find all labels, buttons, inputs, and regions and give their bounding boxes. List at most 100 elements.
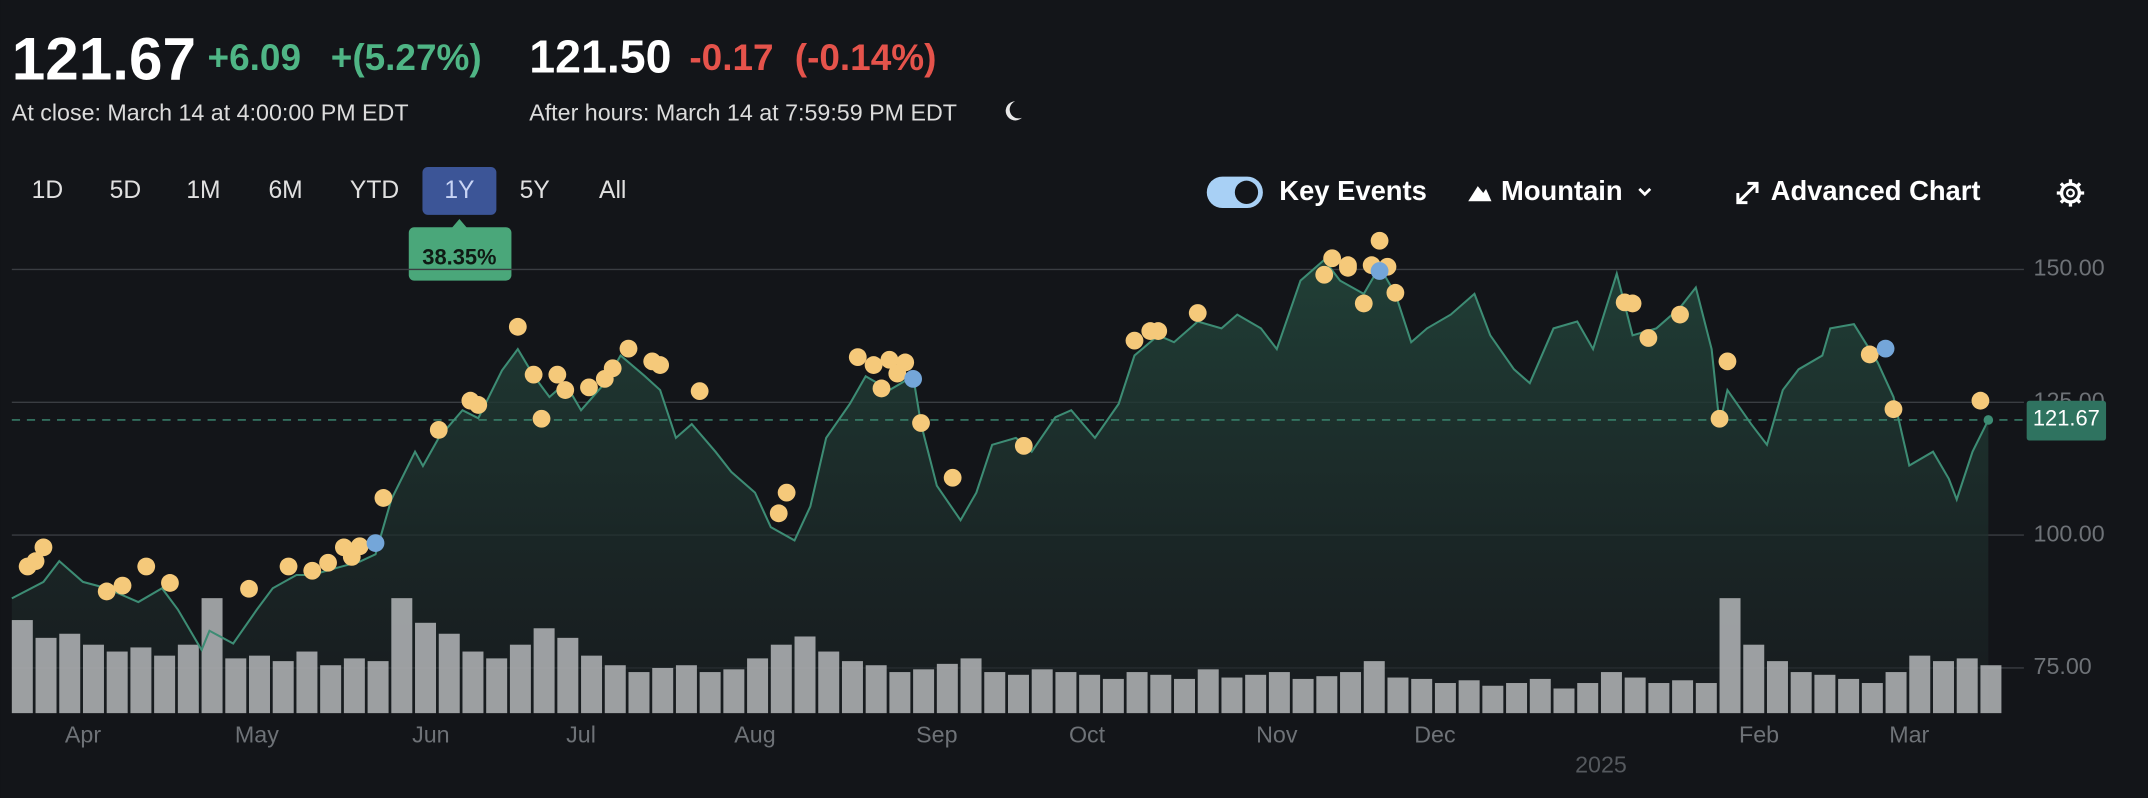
key-event[interactable]	[1623, 294, 1642, 313]
key-event[interactable]	[556, 381, 575, 399]
key-event[interactable]	[1315, 265, 1334, 284]
key-event[interactable]	[1639, 329, 1658, 347]
volume-bar	[675, 665, 697, 714]
key-event[interactable]	[1339, 256, 1357, 275]
key-event[interactable]	[303, 561, 322, 580]
expand-icon	[1736, 181, 1759, 205]
volume-bar	[1790, 672, 1812, 714]
key-event[interactable]	[366, 534, 385, 552]
volume-bar	[1197, 669, 1219, 714]
key-event[interactable]	[690, 382, 709, 401]
volume-bar	[557, 637, 579, 714]
key-event[interactable]	[872, 379, 891, 398]
key-event[interactable]	[548, 365, 567, 384]
volume-bar	[462, 651, 484, 714]
range-buttons: 1D 5D 1M 6M YTD 38.35% 1Y 5Y All	[32, 166, 626, 281]
key-event[interactable]	[161, 574, 179, 592]
volume-bar	[581, 655, 603, 714]
key-event[interactable]	[580, 378, 598, 397]
settings[interactable]	[2056, 179, 2085, 207]
key-event[interactable]	[896, 353, 915, 372]
volume-bar	[391, 598, 413, 714]
volume-bar	[1387, 677, 1409, 714]
key-event[interactable]	[279, 557, 298, 576]
key-event[interactable]	[1149, 322, 1168, 340]
key-event[interactable]	[943, 468, 962, 487]
key-event[interactable]	[97, 582, 116, 601]
key-event[interactable]	[1876, 339, 1895, 358]
key-event[interactable]	[864, 356, 883, 374]
key-event[interactable]	[532, 409, 551, 428]
key-event[interactable]	[1370, 231, 1389, 250]
key-event[interactable]	[769, 504, 788, 523]
key-event[interactable]	[1323, 249, 1342, 268]
volume-bar	[1529, 678, 1551, 714]
key-event[interactable]	[1125, 331, 1144, 350]
key-event[interactable]	[374, 489, 393, 507]
volume-bar	[1411, 678, 1433, 714]
range-button[interactable]: YTD	[350, 177, 399, 204]
key-event[interactable]	[777, 483, 796, 502]
y-tick-label: 75.00	[2034, 653, 2092, 679]
volume-bar	[509, 644, 531, 714]
key-event[interactable]	[1014, 436, 1033, 455]
key-event[interactable]	[429, 421, 448, 439]
volume-bar	[59, 633, 81, 714]
key-event[interactable]	[1370, 262, 1389, 280]
key-event[interactable]	[508, 317, 527, 336]
volume-bar	[936, 663, 958, 714]
volume-bar	[367, 661, 389, 714]
key-event[interactable]	[1860, 345, 1879, 364]
key-event[interactable]	[26, 552, 45, 571]
key-event[interactable]	[651, 356, 670, 374]
volume-bar	[1672, 680, 1694, 714]
key-event[interactable]	[619, 339, 638, 358]
key-event[interactable]	[524, 365, 543, 384]
last-price-label: 121.67	[2033, 406, 2100, 431]
key-event[interactable]	[1884, 400, 1903, 419]
range-button[interactable]: All	[599, 177, 626, 204]
key-event[interactable]	[240, 579, 258, 598]
key-event[interactable]	[469, 396, 488, 414]
key-event[interactable]	[848, 348, 867, 366]
key-event[interactable]	[319, 553, 337, 572]
key-event[interactable]	[1710, 409, 1729, 428]
key-event[interactable]	[603, 359, 622, 378]
x-tick-label: Mar	[1889, 722, 1929, 748]
key-event[interactable]	[880, 350, 899, 369]
volume-bar	[1648, 683, 1670, 714]
volume-bar	[1174, 678, 1196, 714]
range-button[interactable]: 6M	[268, 177, 302, 204]
key-event[interactable]	[1971, 391, 1990, 410]
tooltip-arrow	[451, 219, 468, 229]
key-event[interactable]	[350, 537, 369, 556]
volume-bar	[818, 651, 840, 714]
key-event[interactable]	[34, 538, 53, 557]
range-button[interactable]: 5D	[110, 177, 141, 204]
range-button[interactable]: 1Y	[444, 177, 474, 204]
range-button[interactable]: 5Y	[520, 177, 550, 204]
key-event[interactable]	[1386, 283, 1405, 302]
volume-bar	[35, 637, 57, 714]
key-event[interactable]	[1718, 352, 1737, 371]
key-event[interactable]	[1188, 304, 1207, 322]
range-button[interactable]: 1M	[186, 177, 220, 204]
key-event[interactable]	[1354, 294, 1373, 313]
key-event[interactable]	[1671, 305, 1689, 324]
moon-icon	[1005, 101, 1022, 121]
close-note: At close: March 14 at 4:00:00 PM EDT	[12, 99, 409, 125]
key-event[interactable]	[904, 369, 923, 388]
chart-style[interactable]: Mountain	[1501, 175, 1623, 206]
advanced-chart[interactable]: Advanced Chart	[1771, 175, 1981, 206]
change-pct: +(5.27%)	[331, 37, 482, 78]
volume-bar	[272, 661, 294, 714]
key-events[interactable]: Key Events	[1279, 175, 1427, 206]
key-event[interactable]	[912, 414, 930, 432]
key-event[interactable]	[113, 576, 132, 595]
key-event[interactable]	[137, 557, 156, 576]
gear-teeth	[2056, 179, 2085, 207]
range-button[interactable]: 1D	[32, 177, 63, 204]
volume-bar	[296, 651, 318, 714]
